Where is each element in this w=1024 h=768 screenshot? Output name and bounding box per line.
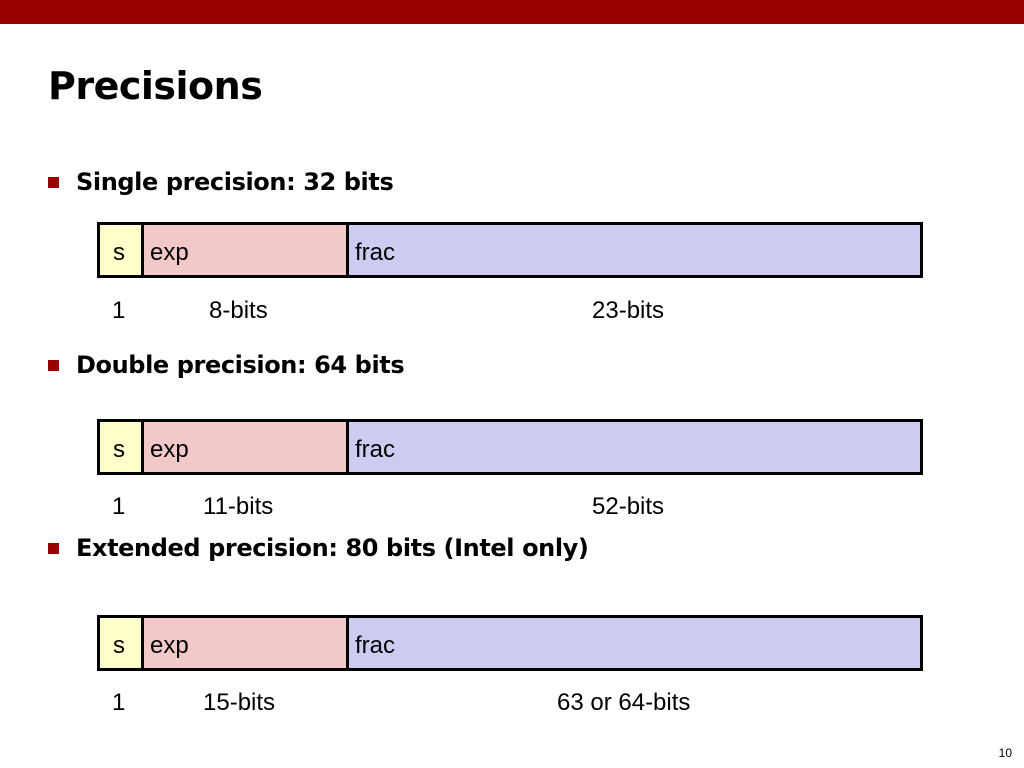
square-bullet-icon (48, 542, 59, 554)
bullet-heading: Double precision: 64 bits (76, 351, 405, 379)
bullet-single-precision: Single precision: 32 bits (48, 168, 394, 196)
sign-width-label: 1 (112, 689, 126, 716)
sign-field: s (100, 618, 144, 668)
fraction-width-label: 23-bits (592, 297, 665, 324)
fraction-field: frac (349, 422, 920, 472)
bullet-double-precision: Double precision: 64 bits (48, 351, 405, 379)
bullet-extended-precision: Extended precision: 80 bits (Intel only) (48, 534, 589, 562)
bullet-heading: Extended precision: 80 bits (Intel only) (76, 534, 589, 562)
bullet-heading: Single precision: 32 bits (76, 168, 394, 196)
exponent-field: exp (144, 618, 349, 668)
square-bullet-icon (48, 176, 59, 188)
exponent-width-label: 8-bits (209, 297, 268, 324)
top-accent-bar (0, 0, 1024, 24)
exponent-field: exp (144, 225, 349, 275)
fraction-field: frac (349, 225, 920, 275)
exponent-width-label: 11-bits (203, 493, 274, 520)
single-precision-layout: s exp frac (97, 222, 923, 278)
exponent-field: exp (144, 422, 349, 472)
square-bullet-icon (48, 359, 59, 371)
exponent-width-label: 15-bits (203, 689, 276, 716)
sign-field: s (100, 225, 144, 275)
double-precision-layout: s exp frac (97, 419, 923, 475)
fraction-width-label: 63 or 64-bits (557, 689, 691, 716)
fraction-field: frac (349, 618, 920, 668)
slide-title: Precisions (48, 64, 263, 108)
sign-width-label: 1 (112, 493, 126, 520)
extended-precision-layout: s exp frac (97, 615, 923, 671)
page-number: 10 (998, 746, 1012, 760)
sign-field: s (100, 422, 144, 472)
sign-width-label: 1 (112, 297, 126, 324)
fraction-width-label: 52-bits (592, 493, 665, 520)
